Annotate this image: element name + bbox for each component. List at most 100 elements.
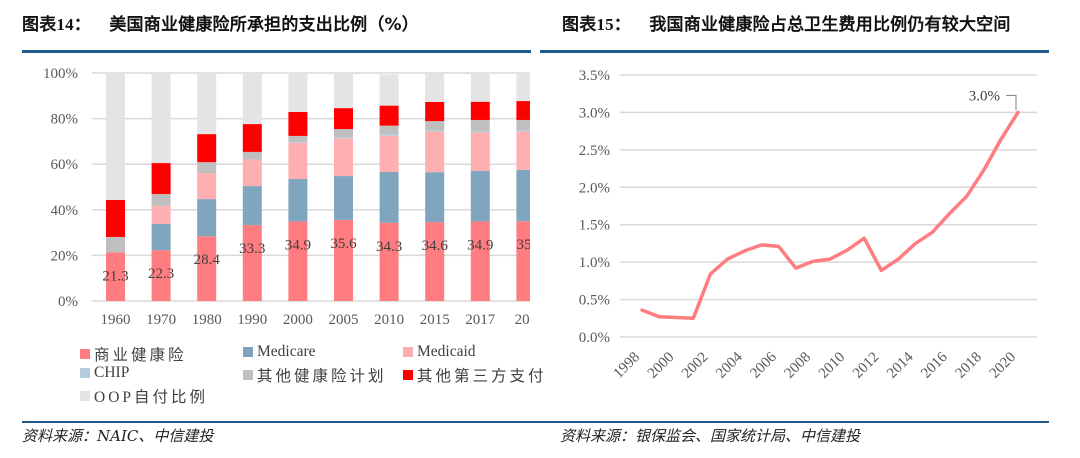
bar-segment-其他健康险计划 bbox=[470, 119, 490, 131]
x-tick-label: 1998 bbox=[611, 349, 644, 382]
bar-data-label: 33.3 bbox=[239, 241, 265, 257]
bar-segment-CHIP bbox=[425, 130, 445, 132]
bar-segment-OOP自付比例 bbox=[197, 73, 217, 135]
x-tick-label: 2014 bbox=[884, 349, 917, 382]
bar-segment-Medicaid bbox=[379, 135, 399, 172]
x-tick-label: 201 bbox=[515, 312, 538, 328]
bar-segment-其他第三方支付 bbox=[106, 199, 125, 237]
x-tick-label: 2000 bbox=[645, 349, 678, 382]
bar-data-label: 34.9 bbox=[285, 237, 311, 253]
legend-swatch bbox=[403, 347, 413, 357]
y-tick-label: 40% bbox=[51, 203, 79, 219]
bar-segment-CHIP bbox=[288, 142, 308, 143]
y-tick-label: 3.5% bbox=[579, 68, 610, 84]
right-source-note: 资料来源：银保监会、国家统计局、中信建投 bbox=[560, 427, 861, 445]
bar-segment-其他第三方支付 bbox=[151, 163, 171, 195]
y-tick-label: 100% bbox=[43, 66, 78, 82]
bar-segment-Medicaid bbox=[470, 132, 490, 172]
bar-segment-Medicaid bbox=[151, 205, 171, 224]
x-tick-label: 2012 bbox=[850, 349, 883, 382]
bar-segment-CHIP bbox=[516, 130, 530, 132]
bar-segment-Medicare bbox=[470, 171, 490, 222]
bar-data-label: 34.6 bbox=[422, 238, 449, 254]
bar-segment-商业健康险 bbox=[379, 222, 399, 301]
bar-segment-其他第三方支付 bbox=[242, 124, 262, 152]
x-tick-label: 2004 bbox=[713, 349, 746, 382]
left-figure-number: 图表14： bbox=[22, 15, 91, 34]
bar-segment-其他第三方支付 bbox=[470, 101, 490, 120]
x-tick-label: 2006 bbox=[747, 349, 780, 382]
right-figure-title: 图表15： 我国商业健康险占总卫生费用比例仍有较大空间 bbox=[562, 10, 1011, 35]
bar-segment-其他健康险计划 bbox=[288, 135, 308, 143]
bar-segment-其他第三方支付 bbox=[197, 134, 217, 163]
legend-item: Medicaid bbox=[403, 343, 476, 361]
left-source-divider bbox=[22, 421, 540, 423]
bar-segment-Medicare bbox=[379, 171, 399, 223]
bar-segment-商业健康险 bbox=[106, 252, 125, 301]
bar-data-label: 21.3 bbox=[102, 268, 128, 284]
bar-segment-其他第三方支付 bbox=[288, 111, 308, 136]
x-tick-label: 2015 bbox=[420, 312, 450, 328]
right-source-divider bbox=[540, 421, 1049, 423]
legend-label: 商业健康险 bbox=[94, 347, 187, 364]
y-tick-label: 0% bbox=[58, 294, 78, 310]
bar-segment-其他健康险计划 bbox=[151, 194, 171, 206]
bar-segment-OOP自付比例 bbox=[379, 74, 399, 106]
legend-label: OOP自付比例 bbox=[94, 389, 209, 406]
x-tick-label: 2018 bbox=[952, 349, 985, 382]
bar-segment-其他健康险计划 bbox=[106, 236, 125, 253]
legend-item: Medicare bbox=[243, 343, 316, 361]
x-tick-label: 1960 bbox=[101, 312, 131, 328]
x-tick-label: 1980 bbox=[192, 312, 222, 328]
y-tick-label: 60% bbox=[51, 157, 79, 173]
bar-segment-商业健康险 bbox=[334, 219, 353, 301]
bar-data-label: 22.3 bbox=[148, 266, 174, 282]
bar-segment-CHIP bbox=[470, 130, 490, 133]
y-tick-label: 1.5% bbox=[579, 218, 610, 234]
y-tick-label: 1.0% bbox=[579, 255, 610, 271]
left-title-divider bbox=[22, 50, 531, 53]
bar-segment-Medicare bbox=[288, 179, 308, 222]
y-tick-label: 80% bbox=[51, 112, 79, 128]
series-line bbox=[640, 110, 1020, 321]
y-tick-label: 0.0% bbox=[579, 330, 610, 346]
legend-item: OOP自付比例 bbox=[80, 385, 208, 407]
bar-segment-商业健康险 bbox=[242, 225, 262, 301]
bar-segment-其他健康险计划 bbox=[516, 119, 530, 130]
bar-segment-商业健康险 bbox=[470, 221, 490, 301]
legend-label: CHIP bbox=[94, 364, 130, 381]
annotation-label: 3.0% bbox=[969, 88, 1000, 104]
annotation-leader-line bbox=[1006, 94, 1017, 111]
x-tick-label: 1990 bbox=[237, 312, 267, 328]
x-tick-label: 2010 bbox=[374, 312, 404, 328]
y-tick-label: 2.5% bbox=[579, 143, 610, 159]
legend-swatch bbox=[80, 391, 90, 401]
bar-segment-其他第三方支付 bbox=[334, 108, 353, 130]
bar-segment-商业健康险 bbox=[288, 221, 308, 301]
left-figure-title: 图表14： 美国商业健康险所承担的支出比例（%） bbox=[22, 10, 419, 35]
right-figure-title-text: 我国商业健康险占总卫生费用比例仍有较大空间 bbox=[649, 15, 1011, 35]
x-tick-label: 2008 bbox=[782, 349, 815, 382]
legend-label: Medicare bbox=[257, 343, 316, 360]
x-tick-label: 2017 bbox=[465, 312, 496, 328]
legend-item: 商业健康险 bbox=[80, 343, 187, 365]
x-tick-label: 2020 bbox=[987, 349, 1020, 382]
legend-item: 其他健康险计划 bbox=[243, 364, 387, 386]
bar-segment-Medicare bbox=[242, 186, 262, 226]
left-figure-title-text: 美国商业健康险所承担的支出比例（%） bbox=[109, 15, 419, 35]
legend-label: Medicaid bbox=[417, 343, 476, 360]
legend-swatch bbox=[80, 349, 90, 359]
stacked-bar-chart: 1960 21.3 1970 22.3 1980 28.4 1990 33.3 2000 34.9… bbox=[43, 66, 538, 328]
bar-segment-OOP自付比例 bbox=[151, 73, 171, 164]
bar-segment-其他第三方支付 bbox=[425, 101, 445, 122]
bar-segment-Medicare bbox=[516, 169, 530, 222]
legend-label: 其他健康险计划 bbox=[257, 368, 387, 385]
bar-data-label: 35. bbox=[517, 237, 536, 253]
y-tick-label: 0.5% bbox=[579, 293, 610, 309]
bar-segment-Medicaid bbox=[197, 173, 217, 200]
left-source-note: 资料来源：NAIC、中信建投 bbox=[22, 427, 214, 445]
legend-swatch bbox=[80, 368, 90, 378]
bar-segment-其他健康险计划 bbox=[379, 125, 399, 135]
legend-item: 其他第三方支付 bbox=[403, 364, 547, 386]
bar-segment-Medicaid bbox=[334, 138, 353, 177]
